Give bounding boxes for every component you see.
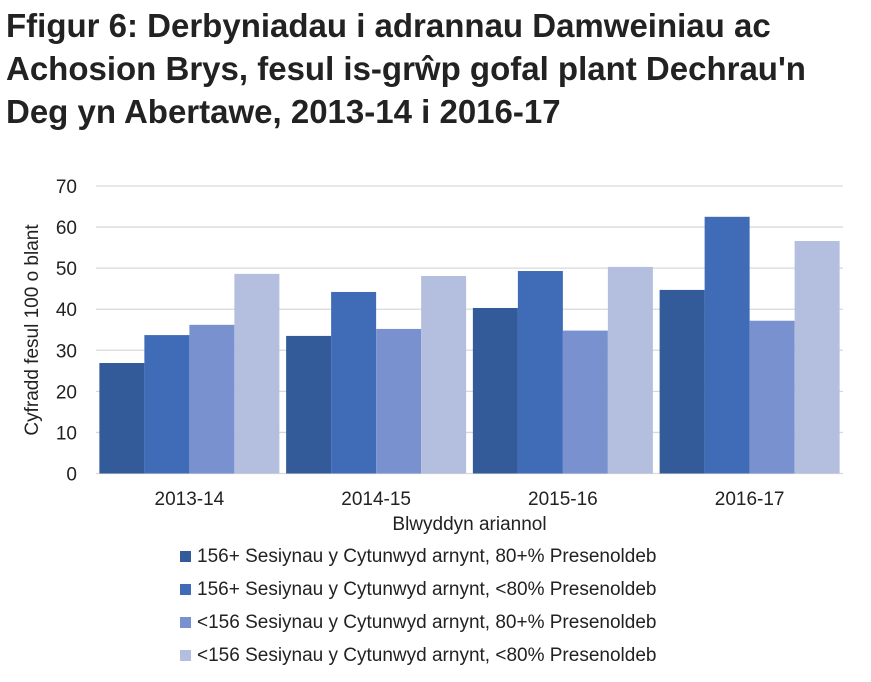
y-tick-label: 0 [66,465,77,486]
y-tick-label: 70 [56,177,77,198]
legend-swatch [180,650,191,661]
bar [189,324,235,474]
y-tick-label: 20 [56,382,77,403]
y-tick-label: 10 [56,423,77,444]
y-tick-label: 50 [56,259,77,280]
legend-swatch [180,617,191,628]
x-axis-label: Blwyddyn ariannol [392,514,546,535]
y-tick-label: 60 [56,218,77,239]
bar [472,307,518,474]
legend-item: <156 Sesiynau y Cytunwyd arnynt, <80% Pr… [180,639,656,672]
bar [99,363,145,474]
bar [517,271,563,474]
legend-label: 156+ Sesiynau y Cytunwyd arnynt, <80% Pr… [197,578,657,600]
bar [749,320,795,474]
bar [704,216,750,474]
legend-item: 156+ Sesiynau y Cytunwyd arnynt, 80+% Pr… [180,540,656,573]
legend-label: 156+ Sesiynau y Cytunwyd arnynt, 80+% Pr… [197,545,657,567]
bar [286,335,332,474]
legend-label: <156 Sesiynau y Cytunwyd arnynt, 80+% Pr… [197,611,657,633]
legend-swatch [180,551,191,562]
bar [331,291,377,474]
bar [562,330,608,474]
bar [421,275,467,474]
x-tick-label: 2013-14 [155,489,225,510]
x-tick-label: 2015-16 [528,489,598,510]
legend: 156+ Sesiynau y Cytunwyd arnynt, 80+% Pr… [180,540,656,672]
legend-item: <156 Sesiynau y Cytunwyd arnynt, 80+% Pr… [180,606,656,639]
x-tick-label: 2014-15 [341,489,411,510]
x-tick-label: 2016-17 [715,489,785,510]
bar [234,273,280,474]
bar [376,328,422,474]
bar [144,335,190,474]
bar [794,241,840,474]
legend-item: 156+ Sesiynau y Cytunwyd arnynt, <80% Pr… [180,573,656,606]
y-tick-label: 30 [56,341,77,362]
y-tick-label: 40 [56,300,77,321]
legend-swatch [180,584,191,595]
chart-title: Ffigur 6: Derbyniadau i adrannau Damwein… [6,7,806,130]
bar [659,289,705,474]
bar [607,266,653,474]
y-axis-label: Cyfradd fesul 100 o blant [22,224,43,436]
legend-label: <156 Sesiynau y Cytunwyd arnynt, <80% Pr… [197,644,657,666]
